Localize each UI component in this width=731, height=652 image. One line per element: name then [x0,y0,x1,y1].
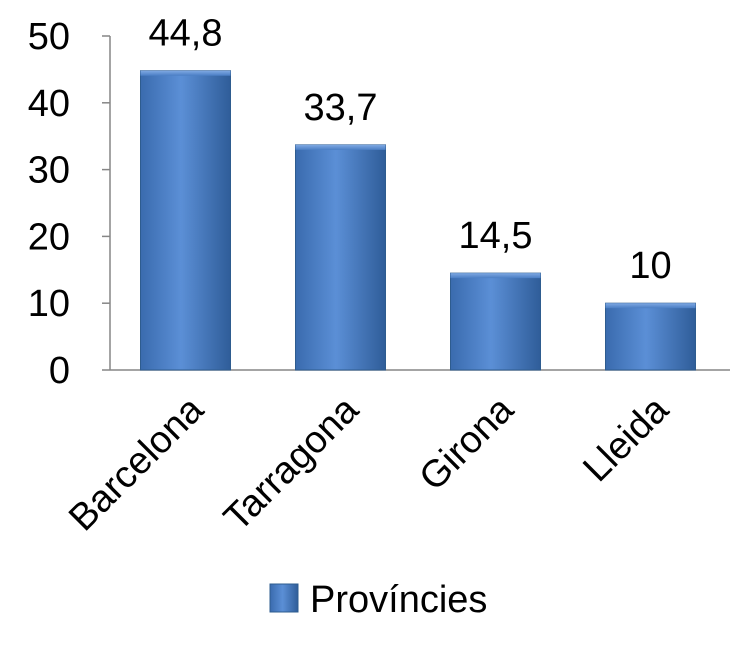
category-labels: Barcelona Tarragona Girona Lleida [61,388,677,539]
bar-series [140,70,696,371]
data-label: 14,5 [459,215,533,257]
data-label: 10 [629,245,671,287]
bar [605,302,696,371]
bar-top-bevel [140,70,231,76]
bar [295,144,386,371]
data-labels: 44,8 33,7 14,5 10 [149,13,672,287]
y-tick-label: 40 [28,83,70,125]
bar-barcelona [140,70,231,371]
data-label: 33,7 [304,87,378,129]
legend: Províncies [269,579,487,621]
y-tick-label: 10 [28,283,70,325]
y-tick-label: 50 [28,16,70,58]
bar-top-bevel [295,144,386,150]
category-label: Barcelona [61,388,212,539]
y-tick-label: 30 [28,150,70,192]
bar [450,272,541,371]
category-label: Tarragona [216,388,367,539]
y-tick-label: 0 [49,350,70,392]
legend-swatch [269,583,299,613]
y-axis: 0 10 20 30 40 50 [28,16,111,392]
y-tick-label: 20 [28,216,70,258]
bar-tarragona [295,144,386,371]
bar-girona [450,272,541,371]
bar-top-bevel [450,273,541,279]
bar-lleida [605,302,696,371]
data-label: 44,8 [149,13,223,55]
bar [140,70,231,371]
category-label: Girona [412,388,523,499]
bar-top-bevel [605,303,696,309]
category-label: Lleida [575,388,677,490]
legend-label: Províncies [310,579,487,621]
